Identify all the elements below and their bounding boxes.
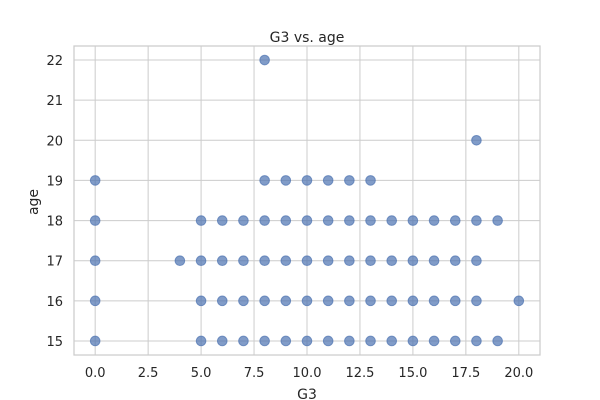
y-tick-label: 21 (46, 94, 63, 109)
scatter-point (344, 335, 355, 347)
scatter-point (280, 335, 292, 347)
scatter-point (280, 255, 292, 266)
scatter-point (259, 335, 270, 347)
scatter-point (280, 215, 292, 226)
scatter-point (407, 215, 419, 226)
y-tick-label: 17 (46, 255, 63, 270)
x-tick-label: 20.0 (504, 366, 533, 381)
scatter-point (259, 175, 270, 186)
scatter-point (365, 335, 376, 347)
scatter-point (513, 295, 525, 307)
scatter-point (238, 295, 249, 307)
scatter-point (407, 255, 419, 266)
y-tick-label: 15 (46, 335, 63, 350)
scatter-point (449, 215, 461, 226)
y-tick-label: 18 (46, 215, 63, 230)
scatter-point (280, 295, 292, 307)
scatter-point (386, 215, 398, 226)
scatter-point (407, 335, 419, 347)
scatter-point (89, 175, 101, 186)
scatter-point (259, 295, 270, 307)
scatter-point (259, 215, 270, 226)
scatter-point (301, 295, 313, 307)
scatter-point (471, 135, 482, 146)
plot-frame (73, 45, 541, 356)
scatter-point (216, 215, 228, 226)
x-tick-label: 5.0 (191, 366, 212, 381)
x-tick-label: 2.5 (138, 366, 159, 381)
scatter-point (365, 295, 376, 307)
x-tick-label: 12.5 (345, 366, 374, 381)
scatter-point (365, 175, 376, 186)
x-tick-label: 10.0 (293, 366, 322, 381)
scatter-point (449, 335, 461, 347)
scatter-point (195, 255, 207, 266)
scatter-point (174, 255, 186, 266)
scatter-point (428, 295, 440, 307)
scatter-point (428, 335, 440, 347)
y-axis-label: age (26, 189, 42, 215)
scatter-point (238, 335, 249, 347)
scatter-point (386, 295, 398, 307)
y-tick-labels: 15 16 17 18 19 20 21 22 (46, 54, 63, 350)
scatter-point (449, 255, 461, 266)
scatter-point (365, 255, 376, 266)
scatter-point (492, 215, 503, 226)
scatter-point (216, 255, 228, 266)
scatter-point (216, 335, 228, 347)
scatter-point (428, 255, 440, 266)
scatter-point (428, 215, 440, 226)
scatter-point (471, 215, 482, 226)
x-tick-label: 17.5 (451, 366, 480, 381)
scatter-point (344, 215, 355, 226)
scatter-point (280, 175, 292, 186)
scatter-point (386, 335, 398, 347)
scatter-point (471, 255, 482, 266)
scatter-point (365, 215, 376, 226)
scatter-point (301, 175, 313, 186)
scatter-point (344, 295, 355, 307)
scatter-point (471, 335, 482, 347)
x-tick-labels: 0.0 2.5 5.0 7.5 10.0 12.5 15.0 17.5 20.0 (85, 366, 533, 381)
scatter-point (449, 295, 461, 307)
scatter-point (259, 54, 270, 66)
scatter-point (89, 215, 101, 226)
y-tick-label: 20 (46, 134, 63, 149)
scatter-point (344, 175, 355, 186)
scatter-point (322, 295, 334, 307)
scatter-point (89, 295, 101, 307)
scatter-point (386, 255, 398, 266)
scatter-point (301, 335, 313, 347)
x-tick-label: 15.0 (398, 366, 427, 381)
scatter-point (344, 255, 355, 266)
scatter-point (195, 215, 207, 226)
y-tick-label: 16 (46, 295, 63, 310)
scatter-point (238, 215, 249, 226)
scatter-point (322, 255, 334, 266)
x-axis-label: G3 (297, 387, 317, 400)
scatter-point (322, 175, 334, 186)
x-tick-label: 0.0 (85, 366, 106, 381)
scatter-point (89, 255, 101, 266)
scatter-point (322, 335, 334, 347)
chart-title: G3 vs. age (270, 30, 345, 46)
scatter-point (471, 295, 482, 307)
data-points (89, 54, 525, 347)
scatter-point (195, 295, 207, 307)
x-tick-label: 7.5 (244, 366, 265, 381)
scatter-point (322, 215, 334, 226)
scatter-point (492, 335, 503, 347)
scatter-point (301, 255, 313, 266)
scatter-point (195, 335, 207, 347)
scatter-point (301, 215, 313, 226)
scatter-point (259, 255, 270, 266)
y-tick-label: 19 (46, 174, 63, 189)
scatter-point (216, 295, 228, 307)
y-tick-label: 22 (46, 54, 63, 69)
scatter-point (407, 295, 419, 307)
scatter-point (238, 255, 249, 266)
scatter-point (89, 335, 101, 347)
